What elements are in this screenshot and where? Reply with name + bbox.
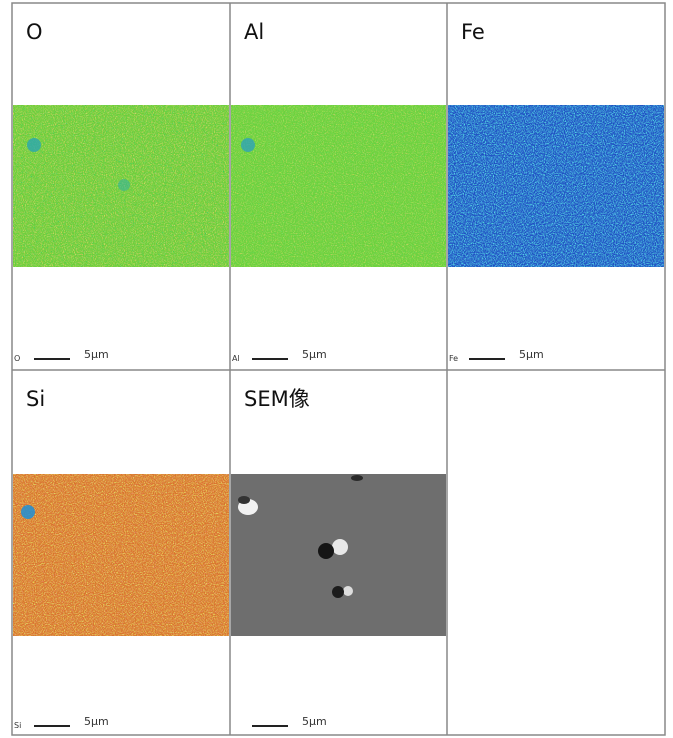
- panel-title: O: [26, 20, 43, 44]
- panel-title: Al: [244, 20, 264, 44]
- figure: O O 5μm Al Al 5μm Fe Fe 5μm Si Si 5μm SEM像 5μm: [0, 0, 673, 738]
- scale-label: 5μm: [84, 715, 109, 728]
- corner-label: Al: [232, 354, 240, 363]
- scale-label: 5μm: [84, 348, 109, 361]
- scale-label: 5μm: [302, 715, 327, 728]
- panel-title: Fe: [461, 20, 485, 44]
- scale-label: 5μm: [519, 348, 544, 361]
- scale-label: 5μm: [302, 348, 327, 361]
- panel-title: Si: [26, 387, 45, 411]
- panel-title: SEM像: [244, 387, 310, 411]
- corner-label: Si: [14, 721, 21, 730]
- corner-label: Fe: [449, 354, 458, 363]
- corner-label: O: [14, 354, 20, 363]
